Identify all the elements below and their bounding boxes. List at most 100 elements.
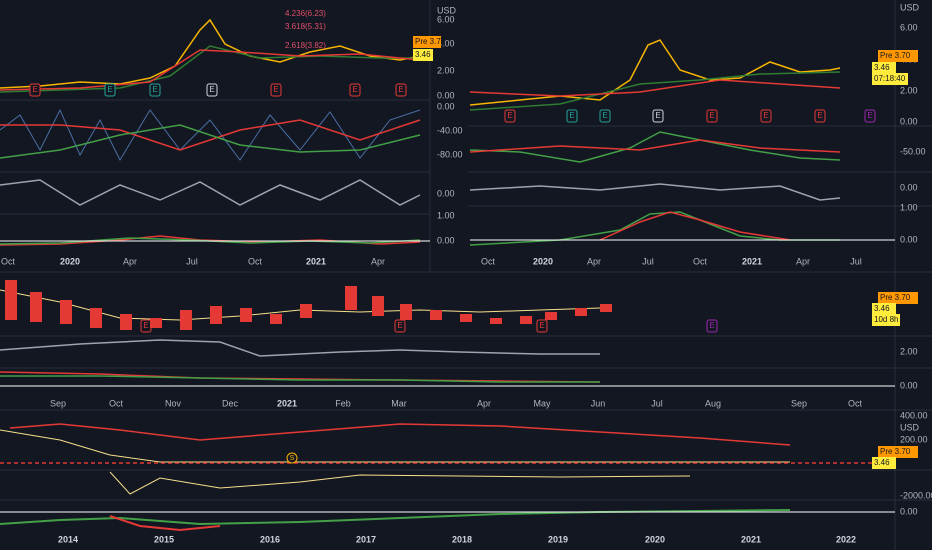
time-label: Apr: [796, 256, 810, 266]
price-tag-pre: Pre 3.70: [415, 37, 446, 46]
candle: [460, 314, 472, 322]
event-marker-box: [864, 109, 876, 123]
time-label: Jul: [850, 256, 862, 266]
event-marker-box: [706, 109, 718, 123]
candle: [30, 292, 42, 322]
time-label: 2021: [277, 398, 297, 408]
candle: [520, 316, 532, 324]
axis-label: 0.00: [900, 116, 918, 126]
axis-label: 1.00: [900, 202, 918, 212]
event-marker-box: [566, 109, 578, 123]
axis-label: 2.00: [900, 85, 918, 95]
countdown: 10d 8h: [874, 315, 898, 324]
price-tag-last-bg: [872, 457, 896, 469]
time-label: Jul: [186, 256, 198, 266]
time-label: Sep: [791, 398, 807, 408]
event-marker-box: [814, 109, 826, 123]
countdown-bg: [872, 314, 900, 326]
event-marker-box: [599, 109, 611, 123]
event-marker-box: [104, 83, 116, 97]
candle: [575, 308, 587, 316]
candle: [345, 286, 357, 310]
time-label: Jun: [591, 398, 606, 408]
fib-label: 3.618(5.31): [285, 22, 326, 31]
time-label: Apr: [123, 256, 137, 266]
event-marker: E: [539, 321, 544, 330]
candle: [5, 280, 17, 320]
event-marker: E: [507, 111, 512, 120]
price-tag-pre-bg: [413, 36, 441, 48]
event-marker: E: [709, 321, 714, 330]
candle: [240, 308, 252, 322]
candle: [150, 318, 162, 328]
time-label: Apr: [371, 256, 385, 266]
price-tag-last: 3.46: [874, 458, 890, 467]
event-marker-box: [149, 83, 161, 97]
event-marker-box: [706, 319, 718, 333]
event-marker: E: [602, 111, 607, 120]
candle: [270, 314, 282, 324]
event-marker-box: [536, 319, 548, 333]
axis-label: 2.00: [900, 346, 918, 356]
time-label: 2021: [306, 256, 326, 266]
axis-label: 400.00: [900, 410, 928, 420]
axis-label: -80.00: [437, 149, 463, 159]
time-label: May: [533, 398, 551, 408]
event-marker: E: [352, 85, 357, 94]
time-label: Nov: [165, 398, 182, 408]
event-marker-box: [760, 109, 772, 123]
event-marker: E: [867, 111, 872, 120]
candle: [400, 304, 412, 320]
time-label: 2019: [548, 534, 568, 544]
event-marker: E: [152, 85, 157, 94]
event-marker: E: [763, 111, 768, 120]
time-label: 2020: [60, 256, 80, 266]
time-label: 2018: [452, 534, 472, 544]
price-tag-pre-bg: [878, 292, 918, 304]
axis-label: 4.00: [437, 38, 455, 48]
event-marker-box: [395, 83, 407, 97]
price-tag-pre-bg: [878, 50, 918, 62]
time-label: 2016: [260, 534, 280, 544]
candle: [120, 314, 132, 330]
axis-label: 0.00: [900, 506, 918, 516]
event-marker: E: [398, 85, 403, 94]
time-label: 2020: [533, 256, 553, 266]
fib-label: 2.618(3.82): [285, 41, 326, 50]
countdown-bg: [872, 73, 908, 85]
event-marker-box: [652, 109, 664, 123]
price-tag-last: 3.46: [874, 63, 890, 72]
marker-circle: [286, 452, 298, 464]
time-label: 2022: [836, 534, 856, 544]
event-marker: E: [107, 85, 112, 94]
axis-label: 6.00: [900, 22, 918, 32]
time-label: 2021: [742, 256, 762, 266]
time-label: Jul: [651, 398, 663, 408]
axis-label: 0.00: [437, 235, 455, 245]
axis-label: 6.00: [437, 14, 455, 24]
countdown: 07:18:40: [874, 74, 906, 83]
event-marker-box: [349, 83, 361, 97]
candle: [430, 310, 442, 320]
time-label: Aug: [705, 398, 721, 408]
candle: [372, 296, 384, 316]
axis-label: USD: [437, 5, 457, 15]
time-label: Oct: [481, 256, 496, 266]
event-marker: E: [143, 321, 148, 330]
price-tag-last-bg: [413, 49, 433, 61]
event-marker: E: [569, 111, 574, 120]
axis-label: 0.00: [437, 188, 455, 198]
axis-label: 200.00: [900, 434, 928, 444]
time-label: Oct: [248, 256, 263, 266]
candle: [600, 304, 612, 312]
fib-label: 4.236(6.23): [285, 9, 326, 18]
candle: [180, 310, 192, 330]
axis-label: 2.00: [437, 65, 455, 75]
axis-label: 1.00: [437, 210, 455, 220]
decorative-curves: [0, 18, 895, 532]
event-marker: E: [273, 85, 278, 94]
event-marker-box: [504, 109, 516, 123]
time-label: Feb: [335, 398, 351, 408]
